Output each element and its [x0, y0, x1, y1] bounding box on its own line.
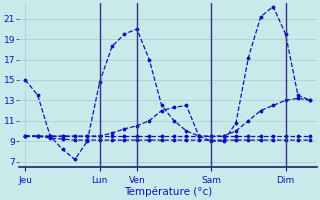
X-axis label: Température (°c): Température (°c) [124, 186, 212, 197]
